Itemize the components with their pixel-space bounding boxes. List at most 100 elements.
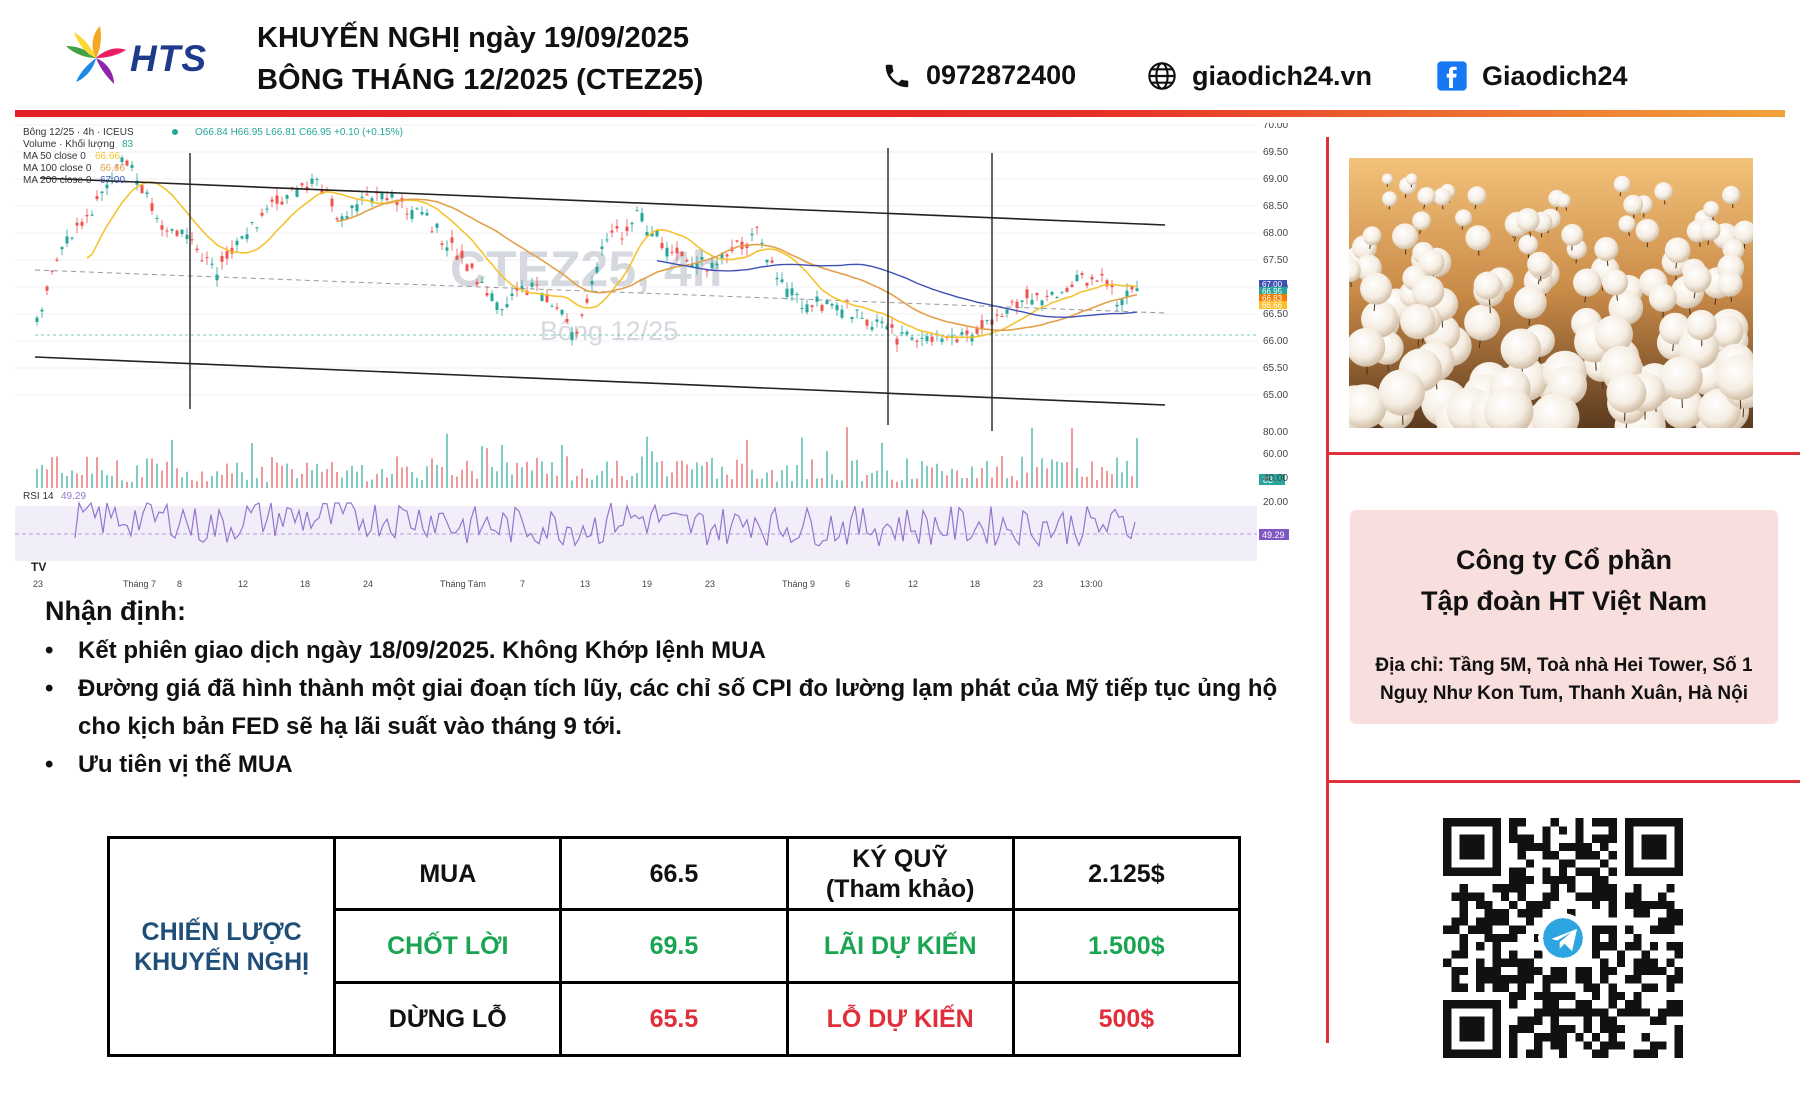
volume-bar [451, 475, 453, 488]
candle-body [295, 188, 299, 197]
volume-bar [561, 444, 563, 488]
volume-bar [346, 470, 348, 488]
cotton-boll [1433, 187, 1451, 206]
cotton-boll [1418, 249, 1445, 276]
candle-body [90, 214, 94, 216]
phone-contact[interactable]: 0972872400 [882, 60, 1076, 91]
margin-value: 2.125$ [1011, 836, 1242, 911]
volume-bar [686, 464, 688, 488]
candle-body [1110, 285, 1114, 288]
volume-bar [551, 462, 553, 488]
volume-bar [46, 469, 48, 488]
legend-symbol: Bông 12/25 · 4h · ICEUS [23, 127, 134, 138]
chart-watermark-sub: Bông 12/25 [540, 316, 678, 346]
volume-bar [596, 475, 598, 488]
volume-bar [1036, 467, 1038, 488]
telegram-qr-code[interactable] [1443, 818, 1683, 1058]
candle-body [1015, 301, 1019, 308]
phone-icon [885, 64, 909, 87]
volume-bar [876, 470, 878, 488]
facebook-page: Giaodich24 [1482, 60, 1628, 91]
volume-bar [371, 479, 373, 488]
company-address-line1: Địa chỉ: Tầng 5M, Toà nhà Hei Tower, Số … [1375, 655, 1753, 676]
candle-body [1065, 287, 1069, 292]
candle-body [590, 281, 594, 285]
company-name-line2: Tập đoàn HT Việt Nam [1420, 586, 1708, 616]
volume-bar [566, 456, 568, 488]
volume-bar [296, 478, 298, 488]
candle-body [335, 218, 339, 220]
volume-bar [361, 464, 363, 488]
volume-bar [416, 477, 418, 488]
price-axis-label: 66.50 [1263, 309, 1288, 320]
volume-bar [156, 463, 158, 488]
buy-label: MUA [333, 836, 563, 911]
candle-body [735, 240, 739, 242]
volume-bar [341, 477, 343, 488]
volume-tag: 83 [1263, 475, 1273, 485]
time-axis-label: 23 [33, 579, 43, 589]
strategy-label-cell: CHIẾN LƯỢC KHUYẾN NGHỊ [106, 836, 337, 1057]
volume-bar [81, 475, 83, 488]
candle-body [965, 330, 969, 335]
cotton-boll [1417, 187, 1436, 206]
strategy-label-line2: KHUYẾN NGHỊ [134, 947, 310, 976]
cotton-boll [1654, 182, 1673, 201]
candle-body [755, 226, 759, 228]
volume-bar [816, 478, 818, 488]
candle-body [660, 242, 664, 249]
facebook-contact[interactable]: Giaodich24 [1436, 60, 1628, 92]
volume-bar [556, 475, 558, 488]
volume-bar [141, 477, 143, 488]
candle-body [770, 260, 774, 263]
volume-bar [501, 444, 503, 488]
analysis-bullet: Đường giá đã hình thành một giai đoạn tí… [45, 670, 1295, 746]
margin-label: KÝ QUỸ [852, 844, 949, 873]
volume-bar [721, 466, 723, 488]
volume-bar [826, 451, 828, 488]
volume-bar [241, 472, 243, 488]
candle-body [1095, 280, 1099, 282]
price-axis-label: 69.50 [1263, 147, 1288, 158]
candle-body [500, 309, 504, 311]
volume-bar [376, 474, 378, 488]
candle-body [790, 288, 794, 296]
candle-body [110, 177, 114, 179]
time-axis-label: Tháng Tám [440, 579, 486, 589]
price-tag-box [1259, 301, 1287, 309]
candle-body [95, 196, 99, 200]
cotton-boll [1648, 283, 1677, 312]
candle-body [340, 216, 344, 221]
candle-body [270, 199, 274, 202]
candle-body [275, 195, 279, 204]
volume-bar [116, 460, 118, 488]
volume-bar [431, 458, 433, 488]
candle-body [490, 293, 494, 301]
candle-body [840, 309, 844, 318]
candle-body [1085, 282, 1089, 286]
volume-bar [401, 467, 403, 488]
candle-body [470, 263, 474, 268]
candle-body [530, 282, 534, 287]
volume-bar [221, 474, 223, 488]
cotton-boll [1412, 211, 1431, 231]
candle-body [585, 298, 589, 303]
volume-bar [96, 457, 98, 488]
candle-body [900, 332, 904, 334]
candle-body [475, 281, 479, 285]
candle-body [495, 302, 499, 310]
volume-bar [1041, 458, 1043, 488]
candle-body [520, 286, 524, 290]
volume-bar [921, 461, 923, 488]
website-contact[interactable]: giaodich24.vn [1146, 60, 1372, 92]
cotton-boll [1623, 194, 1644, 215]
candle-body [860, 317, 864, 319]
candle-body [625, 226, 629, 232]
cotton-boll [1703, 200, 1720, 218]
time-axis-label: 19 [642, 579, 652, 589]
candle-body [130, 164, 134, 168]
volume-bar [1006, 478, 1008, 488]
candle-body [910, 337, 914, 340]
candle-body [45, 286, 49, 291]
candle-body [665, 247, 669, 257]
